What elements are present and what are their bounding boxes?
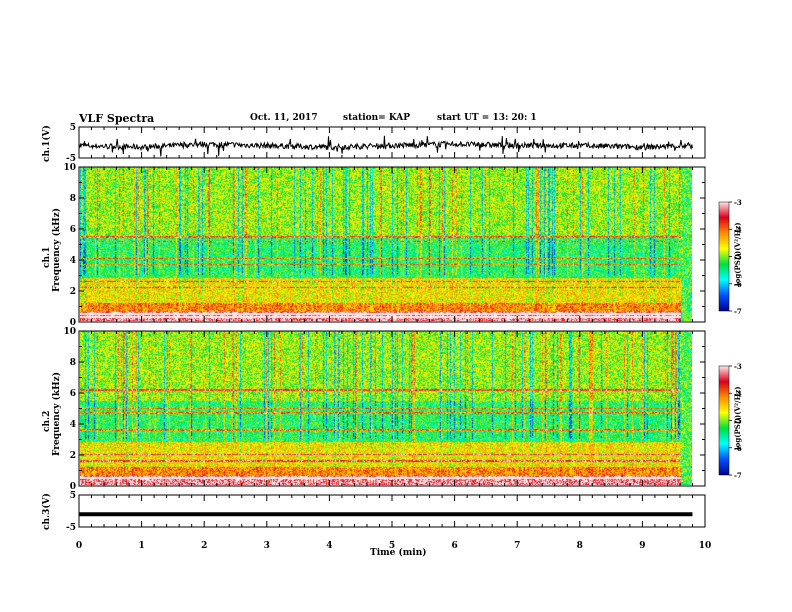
ch1-spectrogram-heatmap <box>80 167 692 321</box>
x-tick-label: 7 <box>514 541 520 551</box>
date-label: Oct. 11, 2017 <box>250 113 318 123</box>
colorbar-1-tick-label: -7 <box>734 307 742 316</box>
ch1-spectrogram-panel-y-tick-label: 8 <box>70 194 76 204</box>
x-tick-label: 1 <box>138 541 144 551</box>
ch1-spectrogram-panel-y-tick-label: 0 <box>70 318 76 328</box>
ch1-spectrogram-panel-y-tick-label: 10 <box>63 163 76 173</box>
ch1-waveform-panel-y-tick-label: 5 <box>70 123 76 133</box>
x-tick-label: 0 <box>76 541 82 551</box>
colorbar-1 <box>718 201 730 312</box>
x-tick-label: 9 <box>639 541 645 551</box>
ch2-spectrogram-panel-y-tick-label: 8 <box>70 358 76 368</box>
ch1-waveform-panel-y-tick-label: -5 <box>66 154 76 164</box>
colorbar-2-tick-label: -3 <box>734 362 742 371</box>
colorbar-2-tick-label: -5 <box>734 417 742 426</box>
ch2-spectrogram-panel-frame <box>78 330 706 487</box>
ch1-spectrogram-panel-frame <box>78 166 706 323</box>
x-tick-label: 2 <box>201 541 207 551</box>
figure-title: VLF Spectra <box>79 112 155 125</box>
ch1-spectrogram-panel-y-tick-label: 2 <box>70 287 76 297</box>
ch2-spectrogram-panel-y-tick-label: 6 <box>70 389 76 399</box>
x-tick-label: 10 <box>699 541 712 551</box>
colorbar-1-tick-label: -5 <box>734 253 742 262</box>
ch2-spectrogram-panel-y-tick-label: 2 <box>70 451 76 461</box>
start-time-label: start UT = 13: 20: 1 <box>437 113 537 123</box>
colorbar-2-label: log(PSD)(V²/Hz) <box>733 386 742 450</box>
ch2-spectrogram-panel-y-tick-label: 4 <box>70 420 76 430</box>
ch3-waveform-panel-y-tick-label: 5 <box>70 491 76 501</box>
colorbar-2 <box>718 365 730 476</box>
x-tick-label: 4 <box>326 541 332 551</box>
ch2-spectrogram-panel-y-tick-label: 10 <box>63 327 76 337</box>
ch2-spectrogram-panel-y-tick-label: 0 <box>70 482 76 492</box>
x-tick-label: 6 <box>451 541 457 551</box>
station-label: station= KAP <box>343 113 411 123</box>
x-tick-label: 3 <box>264 541 270 551</box>
colorbar-1-tick-label: -6 <box>734 280 742 289</box>
x-axis-label: Time (min) <box>370 548 427 558</box>
ch3-waveform-panel-y-tick-label: -5 <box>66 523 76 533</box>
ch1-spectrogram-panel-y-tick-label: 4 <box>70 256 76 266</box>
x-tick-label: 8 <box>577 541 583 551</box>
colorbar-1-tick-label: -4 <box>734 225 742 234</box>
ch2-spectrogram-heatmap <box>80 331 692 485</box>
colorbar-1-label: log(PSD)(V²/Hz) <box>733 222 742 286</box>
x-tick-label: 5 <box>389 541 395 551</box>
colorbar-2-tick-label: -6 <box>734 444 742 453</box>
colorbar-2-tick-label: -7 <box>734 471 742 480</box>
ch1-waveform-line <box>78 135 693 157</box>
ch1-spectrogram-panel-y-tick-label: 6 <box>70 225 76 235</box>
colorbar-2-tick-label: -4 <box>734 389 742 398</box>
colorbar-1-tick-label: -3 <box>734 198 742 207</box>
